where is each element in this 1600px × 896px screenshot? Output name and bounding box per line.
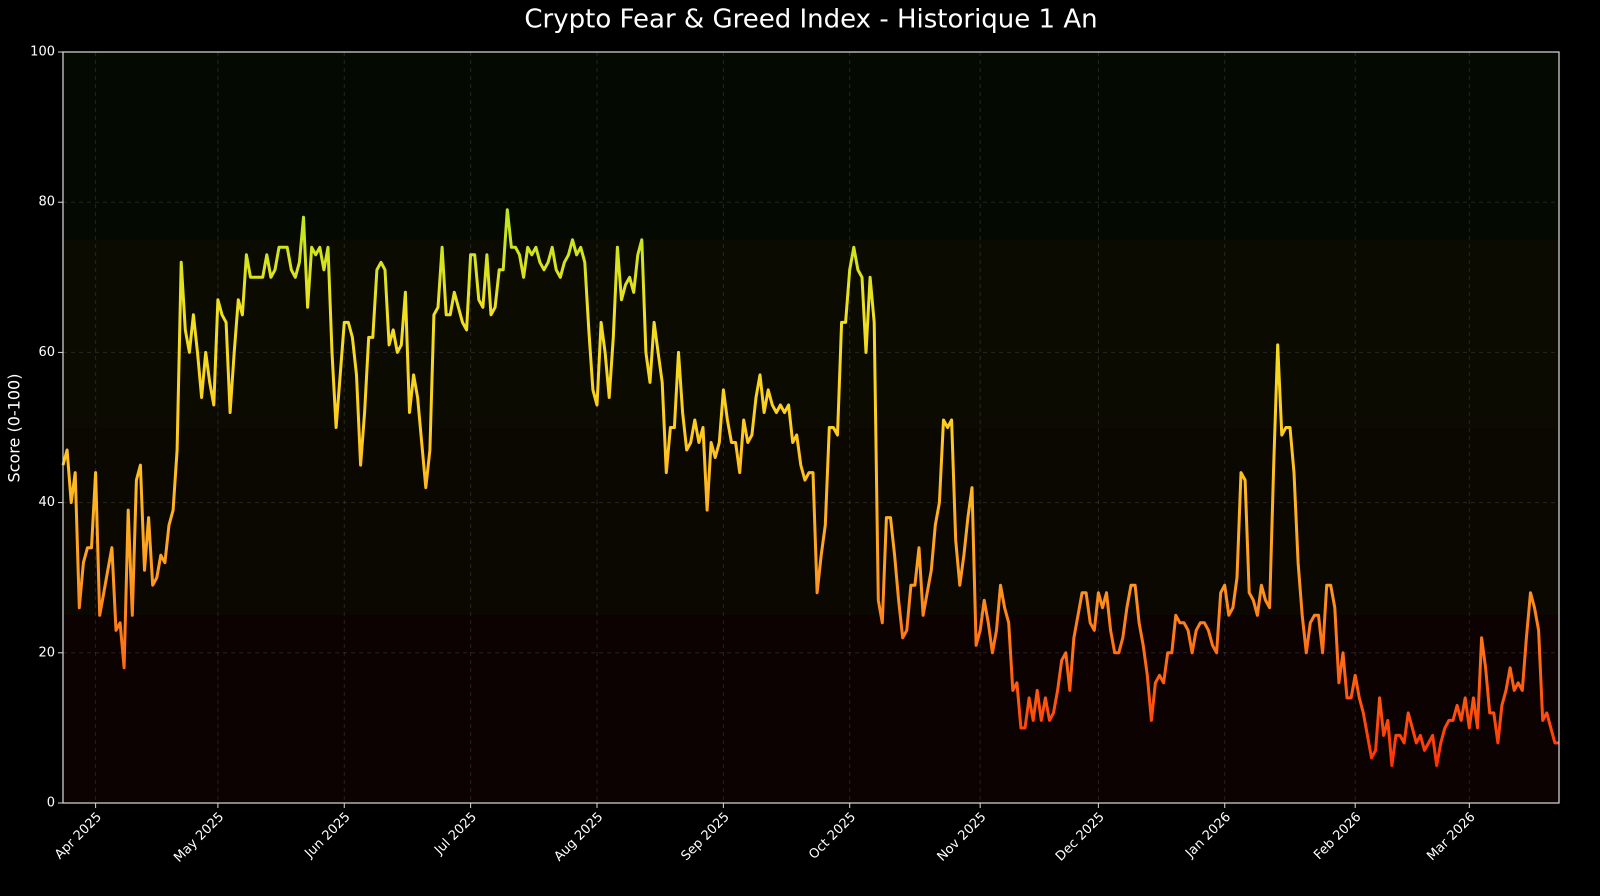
x-tick-label: Jun 2025 — [302, 810, 354, 862]
x-tick-label: Sep 2025 — [678, 810, 732, 864]
y-tick-label: 80 — [38, 195, 55, 210]
y-axis-label: Score (0-100) — [5, 374, 24, 483]
x-tick-label: Aug 2025 — [551, 810, 606, 865]
y-tick-label: 100 — [30, 45, 55, 60]
x-tick-label: Oct 2025 — [806, 810, 859, 863]
y-tick-label: 40 — [38, 495, 55, 510]
x-tick-label: Jan 2026 — [1182, 810, 1234, 862]
y-tick-label: 20 — [38, 645, 55, 660]
x-tick-label: Nov 2025 — [935, 810, 990, 865]
zone-neutral-low — [63, 428, 1559, 615]
x-tick-label: Feb 2026 — [1311, 810, 1364, 863]
y-tick-label: 60 — [38, 345, 55, 360]
index-line — [61, 208, 1559, 767]
x-tick-label: Jul 2025 — [431, 810, 480, 859]
axes-frame — [62, 51, 1560, 804]
y-tick-label: 0 — [47, 796, 55, 811]
x-tick-label: Mar 2026 — [1424, 810, 1478, 864]
x-tick-label: Dec 2025 — [1053, 810, 1108, 865]
zone-fear — [63, 615, 1559, 803]
zone-greed — [63, 52, 1559, 240]
x-tick-label: May 2025 — [171, 810, 227, 866]
x-tick-label: Apr 2025 — [52, 810, 105, 863]
zone-neutral-high — [63, 240, 1559, 428]
chart-title: Crypto Fear & Greed Index - Historique 1… — [524, 5, 1097, 35]
